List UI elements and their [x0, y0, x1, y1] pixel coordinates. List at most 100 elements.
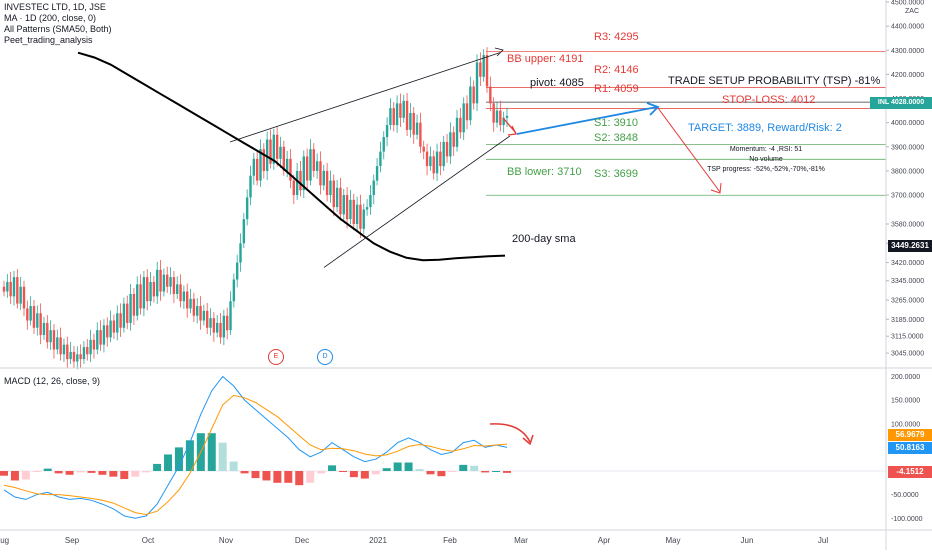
candle-body	[102, 325, 106, 345]
candle-body	[225, 315, 229, 331]
candle-body	[402, 100, 405, 118]
candle-body	[352, 199, 355, 224]
candle-body	[152, 281, 156, 297]
price-tick-label: 3580.0000	[891, 221, 924, 228]
macd-pane	[0, 375, 886, 519]
candle-body	[229, 301, 232, 331]
candle-body	[9, 281, 12, 297]
candle-body	[299, 170, 302, 191]
candle-body	[46, 322, 49, 343]
time-tick-label: Jul	[818, 536, 828, 545]
candle-body	[459, 117, 462, 133]
candle-body	[289, 158, 292, 181]
macd-histogram-bar	[459, 464, 468, 471]
candles	[2, 47, 509, 370]
candle-body	[106, 325, 109, 338]
macd-tick-label: 50.0000	[891, 445, 916, 452]
macd-tick-label: 100.0000	[891, 421, 920, 428]
price-tick-label: 4300.0000	[891, 48, 924, 55]
candle-body	[405, 100, 409, 130]
candle-body	[19, 286, 22, 304]
price-tick-label: 4500.0000	[891, 0, 924, 7]
macd-histogram-bar	[109, 471, 118, 477]
candle-body	[126, 303, 129, 323]
candle-body	[395, 103, 399, 126]
candle-body	[449, 132, 452, 157]
macd-histogram-bar	[393, 462, 402, 471]
price-tick-label: 4400.0000	[891, 24, 924, 31]
candle-body	[42, 322, 46, 335]
candle-body	[359, 204, 362, 229]
candle-body	[212, 318, 216, 333]
candle-body	[159, 269, 162, 292]
candle-body	[369, 195, 372, 208]
candle-body	[432, 156, 435, 174]
candle-body	[399, 103, 402, 118]
candle-body	[26, 308, 29, 321]
candle-body	[365, 207, 369, 210]
macd-histogram-bar	[360, 471, 369, 479]
candle-body	[445, 141, 449, 157]
wedge-arrow-head	[494, 47, 504, 57]
candle-body	[429, 156, 432, 167]
time-tick-label: Feb	[443, 536, 457, 545]
macd-tick-label: 150.0000	[891, 398, 920, 405]
candle-body	[452, 132, 455, 147]
macd-histogram-bar	[207, 433, 216, 471]
price-tick-label: 3420.0000	[891, 260, 924, 267]
macd-histogram-bar	[131, 471, 140, 477]
candle-body	[275, 134, 279, 159]
macd-histogram-bar	[185, 440, 194, 471]
macd-tick-label: 200.0000	[891, 374, 920, 381]
candle-body	[82, 347, 86, 360]
candle-body	[52, 330, 56, 350]
candle-body	[372, 180, 375, 196]
candle-body	[425, 151, 429, 167]
candle-body	[235, 262, 239, 280]
candle-body	[472, 86, 475, 104]
macd-histogram-bar	[338, 471, 347, 472]
candle-body	[86, 347, 89, 355]
candle-body	[249, 175, 252, 198]
candle-body	[482, 55, 485, 77]
sma-line	[77, 51, 506, 262]
macd-histogram-bar	[65, 471, 74, 475]
candle-body	[176, 284, 179, 294]
time-tick-label: Aug	[0, 536, 9, 545]
candle-body	[282, 146, 286, 171]
candle-body	[232, 279, 236, 302]
candle-body	[209, 318, 212, 328]
macd-histogram-bar	[76, 471, 85, 473]
price-tick-label: 4000.0000	[891, 120, 924, 127]
macd-histogram-bar	[98, 471, 107, 475]
candle-body	[79, 354, 82, 360]
macd-histogram-bar	[382, 468, 391, 471]
candle-body	[129, 293, 132, 323]
candle-body	[469, 86, 472, 121]
candle-body	[382, 137, 385, 152]
candle-body	[119, 313, 122, 328]
price-tick-label: 3700.0000	[891, 193, 924, 200]
candle-body	[112, 320, 116, 333]
candle-body	[495, 110, 499, 123]
time-tick-label: Sep	[65, 536, 80, 545]
candle-body	[312, 149, 315, 171]
candle-body	[255, 158, 259, 181]
time-tick-label: Apr	[598, 536, 611, 545]
candle-body	[375, 166, 379, 181]
candle-body	[422, 146, 425, 152]
candle-body	[196, 306, 199, 316]
candle-body	[109, 320, 112, 338]
price-tick-label: 3800.0000	[891, 168, 924, 175]
candle-body	[412, 112, 415, 135]
candle-body	[179, 284, 182, 302]
macd-histogram-bar	[503, 471, 511, 473]
macd-histogram-bar	[415, 469, 424, 471]
macd-down-arrow	[489, 423, 531, 443]
candle-body	[169, 277, 172, 287]
target-arrow	[657, 107, 721, 193]
candle-body	[332, 180, 335, 208]
macd-tick-label: -100.0000	[891, 516, 923, 523]
candle-body	[189, 298, 192, 309]
